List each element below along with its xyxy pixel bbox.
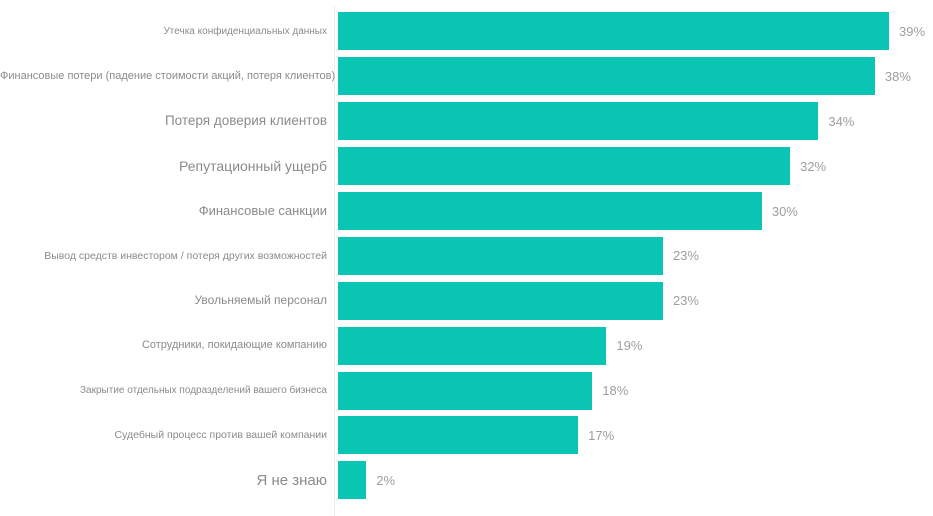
category-label: Утечка конфиденциальных данных [163, 25, 327, 37]
value-label: 34% [828, 113, 855, 129]
chart-row: Увольняемый персонал 23% [0, 278, 933, 323]
chart-rows: Утечка конфиденциальных данных 39% Финансо… [0, 9, 933, 503]
chart-row: Сотрудники, покидающие компанию 19% [0, 323, 933, 368]
value-label: 18% [602, 383, 629, 399]
bar [338, 147, 791, 186]
value-label: 23% [672, 248, 699, 264]
value-label: 23% [672, 293, 699, 309]
bar-area: 30% [338, 192, 798, 230]
category-label: Я не знаю [256, 471, 327, 489]
value-label: 32% [800, 158, 827, 174]
category-label: Потеря доверия клиентов [164, 113, 327, 129]
bar [338, 461, 367, 500]
bar-area: 32% [338, 147, 827, 186]
y-axis-line [334, 6, 335, 516]
category-label: Вывод средств инвестором / потеря других… [44, 249, 327, 262]
bar-area: 38% [338, 57, 911, 96]
bar-area: 39% [338, 12, 926, 51]
bar [338, 192, 762, 230]
category-label: Увольняемый персонал [194, 292, 327, 307]
chart-row: Вывод средств инвестором / потеря других… [0, 233, 933, 278]
chart-row: Закрытие отдельных подразделений вашего … [0, 368, 933, 413]
category-label: Закрытие отдельных подразделений вашего … [80, 384, 327, 396]
chart-row: Потеря доверия клиентов 34% [0, 99, 933, 144]
chart-row: Репутационный ущерб 32% [0, 144, 933, 189]
bar-area: 19% [338, 326, 643, 365]
bar-area: 17% [338, 416, 615, 455]
bar [338, 371, 593, 410]
category-label: Финансовые санкции [198, 202, 327, 218]
category-label: Финансовые потери (падение стоимости акц… [0, 70, 336, 83]
value-label: 30% [771, 203, 798, 219]
category-label: Сотрудники, покидающие компанию [141, 339, 327, 352]
value-label: 19% [616, 338, 643, 354]
bar [338, 12, 889, 51]
category-label: Репутационный ущерб [179, 158, 327, 175]
value-label: 2% [376, 472, 396, 488]
value-label: 17% [588, 427, 615, 443]
bar-area: 23% [338, 281, 699, 320]
bar [338, 57, 875, 96]
value-label: 38% [884, 68, 911, 84]
bar-area: 18% [338, 371, 629, 410]
chart-row: Судебный процесс против вашей компании 17… [0, 413, 933, 458]
bar [338, 102, 819, 141]
value-label: 39% [899, 23, 926, 39]
chart-row: Финансовые санкции 30% [0, 189, 933, 234]
chart-row: Финансовые потери (падение стоимости акц… [0, 54, 933, 99]
category-label: Судебный процесс против вашей компании [114, 429, 327, 442]
bar [338, 416, 579, 455]
bar [338, 326, 607, 365]
bar [338, 281, 663, 320]
bar-area: 2% [338, 461, 396, 500]
bar [338, 236, 663, 275]
bar-area: 23% [338, 236, 699, 275]
chart-row: Я не знаю 2% [0, 458, 933, 503]
bar-area: 34% [338, 102, 855, 141]
chart-row: Утечка конфиденциальных данных 39% [0, 9, 933, 54]
